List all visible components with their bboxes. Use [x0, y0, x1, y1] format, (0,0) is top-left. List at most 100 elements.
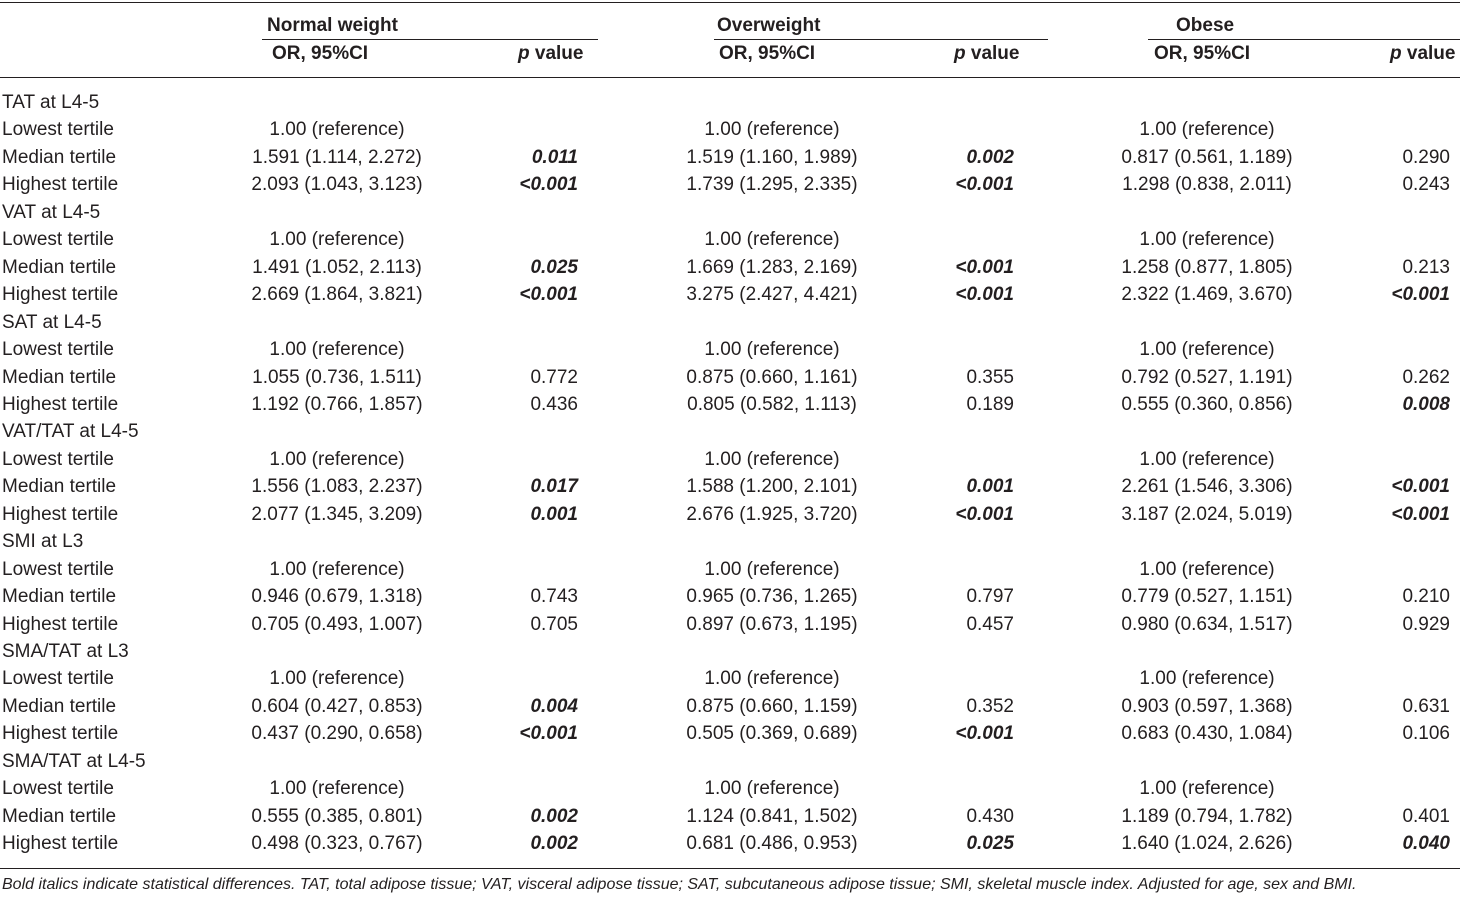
or-ci-cell: 2.669 (1.864, 3.821): [251, 284, 423, 306]
p-value-cell: 0.001: [530, 503, 578, 525]
section-title: VAT/TAT at L4-5: [2, 421, 139, 443]
row-label: Highest tertile: [2, 613, 119, 635]
row-label: Highest tertile: [2, 723, 119, 745]
table-row: Median tertile 1.556 (1.083, 2.237) 0.017 1…: [0, 473, 1460, 500]
or-ci-cell: 0.505 (0.369, 0.689): [686, 723, 858, 745]
or-ci-cell: 0.779 (0.527, 1.151): [1121, 586, 1293, 608]
p-value-cell: 0.011: [531, 146, 578, 168]
p-value-cell: 0.025: [530, 256, 578, 278]
or-ci-cell: 1.00 (reference): [269, 558, 405, 580]
row-label: Median tertile: [2, 586, 117, 608]
table-row: Median tertile 1.591 (1.114, 2.272) 0.011 1…: [0, 144, 1460, 171]
row-label: Highest tertile: [2, 833, 119, 855]
p-value-cell: 0.008: [1402, 393, 1450, 415]
p-rest: value: [965, 43, 1020, 64]
section-header-row: SMA/TAT at L3: [0, 638, 1460, 665]
section-title: TAT at L4-5: [2, 92, 100, 113]
table-row: Highest tertile 2.077 (1.345, 3.209) 0.001…: [0, 501, 1460, 528]
row-label: Lowest tertile: [2, 778, 114, 800]
or-ci-cell: 1.591 (1.114, 2.272): [252, 146, 422, 168]
or-ci-cell: 1.00 (reference): [269, 119, 405, 141]
or-ci-cell: 1.00 (reference): [1139, 448, 1275, 470]
table-row: Highest tertile 0.705 (0.493, 1.007) 0.705…: [0, 611, 1460, 638]
table-row: Median tertile 0.946 (0.679, 1.318) 0.743 0…: [0, 583, 1460, 610]
p-value-cell: 0.017: [530, 476, 578, 498]
row-label: Median tertile: [2, 366, 117, 388]
or-ci-cell: 1.00 (reference): [269, 668, 405, 690]
or-ci-cell: 1.124 (0.841, 1.502): [686, 805, 858, 827]
p-value-cell: 0.243: [1402, 174, 1450, 196]
or-ci-cell: 1.298 (0.838, 2.011): [1122, 174, 1292, 196]
or-ci-cell: 1.00 (reference): [1139, 339, 1275, 361]
row-label: Lowest tertile: [2, 558, 114, 580]
subheader-or-normal: OR, 95%CI: [272, 43, 369, 64]
or-ci-cell: 0.683 (0.430, 1.084): [1121, 723, 1293, 745]
table-row: Highest tertile 1.192 (0.766, 1.857) 0.436…: [0, 391, 1460, 418]
subheader-p-obese: p value: [1390, 42, 1455, 66]
or-ci-cell: 0.705 (0.493, 1.007): [251, 613, 423, 635]
row-label: Median tertile: [2, 476, 117, 498]
p-value-cell: 0.262: [1402, 366, 1450, 388]
p-value-cell: 0.213: [1402, 256, 1450, 278]
p-rest: value: [529, 43, 584, 64]
section-header-row: VAT/TAT at L4-5: [0, 418, 1460, 445]
header-bottom-rule: [0, 77, 1460, 78]
or-ci-cell: 0.437 (0.290, 0.658): [251, 723, 423, 745]
or-ci-cell: 1.556 (1.083, 2.237): [251, 476, 423, 498]
or-ci-cell: 1.00 (reference): [1139, 668, 1275, 690]
or-ci-cell: 1.00 (reference): [704, 339, 840, 361]
section-header-row: SMA/TAT at L4-5: [0, 748, 1460, 775]
row-label: Lowest tertile: [2, 229, 114, 251]
or-ci-cell: 0.875 (0.660, 1.159): [686, 695, 858, 717]
or-ci-cell: 1.00 (reference): [704, 668, 840, 690]
p-value-cell: 0.004: [530, 695, 578, 717]
or-ci-cell: 1.00 (reference): [1139, 229, 1275, 251]
table-bottom-rule: [0, 868, 1460, 869]
p-italic: p: [518, 43, 530, 64]
section-header-row: SAT at L4-5: [0, 309, 1460, 336]
table-row: Lowest tertile 1.00 (reference) 1.00 (refe…: [0, 775, 1460, 802]
or-ci-cell: 0.805 (0.582, 1.113): [687, 393, 857, 415]
or-ci-cell: 1.588 (1.200, 2.101): [686, 476, 858, 498]
or-ci-cell: 1.055 (0.736, 1.511): [252, 366, 422, 388]
or-ci-cell: 1.00 (reference): [269, 339, 405, 361]
or-ci-cell: 1.00 (reference): [704, 119, 840, 141]
or-ci-cell: 1.739 (1.295, 2.335): [686, 174, 858, 196]
group-header-obese: Obese: [1176, 15, 1235, 36]
row-label: Lowest tertile: [2, 339, 114, 361]
row-label: Lowest tertile: [2, 119, 114, 141]
p-value-cell: 0.797: [966, 586, 1014, 608]
or-ci-cell: 0.817 (0.561, 1.189): [1121, 146, 1293, 168]
or-ci-cell: 0.555 (0.360, 0.856): [1121, 393, 1293, 415]
group-rule-normal-weight: [262, 39, 598, 40]
p-value-cell: 0.929: [1402, 613, 1450, 635]
or-ci-cell: 1.00 (reference): [704, 448, 840, 470]
row-label: Lowest tertile: [2, 668, 114, 690]
or-ci-cell: 0.555 (0.385, 0.801): [251, 805, 423, 827]
table-row: Median tertile 0.604 (0.427, 0.853) 0.004 0…: [0, 693, 1460, 720]
row-label: Highest tertile: [2, 284, 119, 306]
subheader-or-obese: OR, 95%CI: [1154, 43, 1251, 64]
p-value-cell: 0.025: [966, 833, 1014, 855]
group-rule-obese: [1148, 39, 1460, 40]
or-ci-cell: 2.093 (1.043, 3.123): [251, 174, 423, 196]
p-value-cell: 0.001: [966, 476, 1014, 498]
table-row: Lowest tertile 1.00 (reference) 1.00 (refe…: [0, 226, 1460, 253]
or-ci-cell: 0.903 (0.597, 1.368): [1121, 695, 1293, 717]
row-label: Lowest tertile: [2, 448, 114, 470]
table-top-rule: [0, 2, 1460, 3]
section-header-row: SMI at L3: [0, 528, 1460, 555]
table-row: Highest tertile 0.498 (0.323, 0.767) 0.002…: [0, 830, 1460, 857]
or-ci-cell: 1.192 (0.766, 1.857): [251, 393, 423, 415]
or-ci-cell: 1.00 (reference): [704, 778, 840, 800]
table-row: Median tertile 1.055 (0.736, 1.511) 0.772 0…: [0, 364, 1460, 391]
or-ci-cell: 3.275 (2.427, 4.421): [686, 284, 858, 306]
p-value-cell: 0.002: [530, 833, 578, 855]
or-ci-cell: 1.00 (reference): [704, 558, 840, 580]
p-value-cell: 0.189: [966, 393, 1014, 415]
p-value-cell: 0.002: [530, 805, 578, 827]
section-title: VAT at L4-5: [2, 201, 101, 223]
p-value-cell: <0.001: [955, 256, 1014, 278]
group-rule-overweight: [714, 39, 1048, 40]
or-ci-cell: 1.00 (reference): [269, 229, 405, 251]
